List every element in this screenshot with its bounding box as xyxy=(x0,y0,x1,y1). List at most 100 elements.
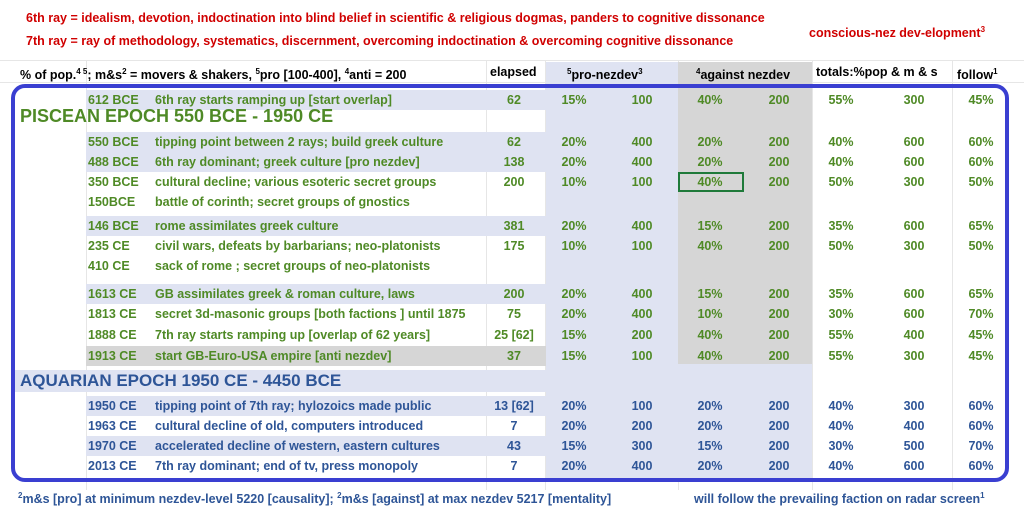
description-cell[interactable]: tipping point of 7th ray; hylozoics made… xyxy=(155,399,432,413)
date-cell[interactable]: 550 BCE xyxy=(88,135,139,149)
date-cell[interactable]: 350 BCE xyxy=(88,175,139,189)
against-pct-cell[interactable]: 20% xyxy=(697,459,723,473)
follow-cell[interactable]: 45% xyxy=(968,349,994,363)
follow-cell[interactable]: 65% xyxy=(968,219,994,233)
total-pct-cell[interactable]: 50% xyxy=(828,239,854,253)
follow-cell[interactable]: 60% xyxy=(968,135,994,149)
date-cell[interactable]: 612 BCE xyxy=(88,93,139,107)
elapsed-cell[interactable]: 75 xyxy=(507,307,521,321)
total-pct-cell[interactable]: 30% xyxy=(828,307,854,321)
elapsed-cell[interactable]: 25 [62] xyxy=(494,328,534,342)
against-mms-cell[interactable]: 200 xyxy=(768,399,790,413)
total-pct-cell[interactable]: 55% xyxy=(828,328,854,342)
follow-cell[interactable]: 50% xyxy=(968,175,994,189)
date-cell[interactable]: 1888 CE xyxy=(88,328,137,342)
description-cell[interactable]: 7th ray dominant; end of tv, press monop… xyxy=(155,459,418,473)
pro-pct-cell[interactable]: 20% xyxy=(561,399,587,413)
description-cell[interactable]: accelerated decline of western, eastern … xyxy=(155,439,440,453)
description-cell[interactable]: 7th ray starts ramping up [overlap of 62… xyxy=(155,328,431,342)
description-cell[interactable]: sack of rome ; secret groups of neo-plat… xyxy=(155,259,431,273)
date-cell[interactable]: 150BCE xyxy=(88,195,136,209)
date-cell[interactable]: 235 CE xyxy=(88,239,130,253)
total-mms-cell[interactable]: 600 xyxy=(903,459,925,473)
total-pct-cell[interactable]: 40% xyxy=(828,155,854,169)
against-mms-cell[interactable]: 200 xyxy=(768,439,790,453)
elapsed-cell[interactable]: 381 xyxy=(503,219,525,233)
date-cell[interactable]: 488 BCE xyxy=(88,155,139,169)
date-cell[interactable]: 1613 CE xyxy=(88,287,137,301)
follow-cell[interactable]: 50% xyxy=(968,239,994,253)
follow-cell[interactable]: 65% xyxy=(968,287,994,301)
pro-mms-cell[interactable]: 400 xyxy=(631,287,653,301)
total-mms-cell[interactable]: 300 xyxy=(903,93,925,107)
elapsed-cell[interactable]: 138 xyxy=(503,155,525,169)
total-mms-cell[interactable]: 400 xyxy=(903,328,925,342)
pro-mms-cell[interactable]: 400 xyxy=(631,155,653,169)
against-pct-cell[interactable]: 40% xyxy=(697,93,723,107)
pro-pct-cell[interactable]: 20% xyxy=(561,287,587,301)
total-pct-cell[interactable]: 50% xyxy=(828,175,854,189)
total-pct-cell[interactable]: 55% xyxy=(828,93,854,107)
total-pct-cell[interactable]: 40% xyxy=(828,135,854,149)
description-cell[interactable]: start GB-Euro-USA empire [anti nezdev] xyxy=(155,349,392,363)
elapsed-cell[interactable]: 7 xyxy=(510,459,518,473)
total-mms-cell[interactable]: 600 xyxy=(903,135,925,149)
total-pct-cell[interactable]: 40% xyxy=(828,419,854,433)
elapsed-cell[interactable]: 200 xyxy=(503,287,525,301)
pro-pct-cell[interactable]: 15% xyxy=(561,439,587,453)
date-cell[interactable]: 1913 CE xyxy=(88,349,137,363)
description-cell[interactable]: 6th ray dominant; greek culture [pro nez… xyxy=(155,155,420,169)
against-pct-cell[interactable]: 15% xyxy=(697,219,723,233)
pro-pct-cell[interactable]: 20% xyxy=(561,459,587,473)
against-pct-cell[interactable]: 20% xyxy=(697,135,723,149)
pro-mms-cell[interactable]: 200 xyxy=(631,328,653,342)
follow-cell[interactable]: 60% xyxy=(968,155,994,169)
follow-cell[interactable]: 70% xyxy=(968,439,994,453)
total-mms-cell[interactable]: 500 xyxy=(903,439,925,453)
date-cell[interactable]: 146 BCE xyxy=(88,219,139,233)
pro-pct-cell[interactable]: 20% xyxy=(561,135,587,149)
against-pct-cell[interactable]: 20% xyxy=(697,155,723,169)
elapsed-cell[interactable]: 7 xyxy=(510,419,518,433)
against-mms-cell[interactable]: 200 xyxy=(768,135,790,149)
against-mms-cell[interactable]: 200 xyxy=(768,155,790,169)
pro-mms-cell[interactable]: 100 xyxy=(631,175,653,189)
description-cell[interactable]: rome assimilates greek culture xyxy=(155,219,339,233)
total-mms-cell[interactable]: 600 xyxy=(903,307,925,321)
pro-mms-cell[interactable]: 200 xyxy=(631,419,653,433)
date-cell[interactable]: 2013 CE xyxy=(88,459,137,473)
total-pct-cell[interactable]: 35% xyxy=(828,219,854,233)
against-mms-cell[interactable]: 200 xyxy=(768,419,790,433)
total-pct-cell[interactable]: 35% xyxy=(828,287,854,301)
total-pct-cell[interactable]: 40% xyxy=(828,459,854,473)
total-mms-cell[interactable]: 300 xyxy=(903,349,925,363)
pro-mms-cell[interactable]: 400 xyxy=(631,135,653,149)
pro-pct-cell[interactable]: 15% xyxy=(561,93,587,107)
against-mms-cell[interactable]: 200 xyxy=(768,328,790,342)
against-pct-cell[interactable]: 10% xyxy=(697,307,723,321)
description-cell[interactable]: GB assimilates greek & roman culture, la… xyxy=(155,287,415,301)
description-cell[interactable]: cultural decline of old, computers intro… xyxy=(155,419,424,433)
against-pct-cell[interactable]: 20% xyxy=(697,399,723,413)
total-pct-cell[interactable]: 55% xyxy=(828,349,854,363)
elapsed-cell[interactable]: 13 [62] xyxy=(494,399,534,413)
date-cell[interactable]: 1813 CE xyxy=(88,307,137,321)
against-mms-cell[interactable]: 200 xyxy=(768,175,790,189)
description-cell[interactable]: civil wars, defeats by barbarians; neo-p… xyxy=(155,239,441,253)
date-cell[interactable]: 1950 CE xyxy=(88,399,137,413)
pro-mms-cell[interactable]: 100 xyxy=(631,399,653,413)
against-mms-cell[interactable]: 200 xyxy=(768,287,790,301)
against-pct-cell[interactable]: 20% xyxy=(697,419,723,433)
pro-pct-cell[interactable]: 20% xyxy=(561,155,587,169)
elapsed-cell[interactable]: 62 xyxy=(507,135,521,149)
follow-cell[interactable]: 60% xyxy=(968,419,994,433)
against-pct-cell[interactable]: 40% xyxy=(697,239,723,253)
against-mms-cell[interactable]: 200 xyxy=(768,459,790,473)
follow-cell[interactable]: 60% xyxy=(968,399,994,413)
elapsed-cell[interactable]: 43 xyxy=(507,439,521,453)
elapsed-cell[interactable]: 37 xyxy=(507,349,521,363)
pro-mms-cell[interactable]: 100 xyxy=(631,349,653,363)
against-pct-cell[interactable]: 40% xyxy=(697,175,723,189)
total-mms-cell[interactable]: 400 xyxy=(903,419,925,433)
pro-pct-cell[interactable]: 20% xyxy=(561,307,587,321)
